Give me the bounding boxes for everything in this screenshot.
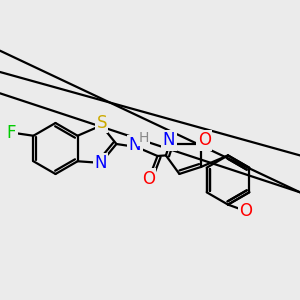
Text: N: N	[129, 136, 141, 154]
Text: F: F	[7, 124, 16, 142]
Text: H: H	[138, 131, 148, 145]
Text: N: N	[163, 131, 175, 149]
Text: O: O	[142, 169, 155, 188]
Text: O: O	[239, 202, 253, 220]
Text: N: N	[94, 154, 107, 172]
Text: O: O	[198, 131, 211, 149]
Text: S: S	[97, 114, 107, 132]
